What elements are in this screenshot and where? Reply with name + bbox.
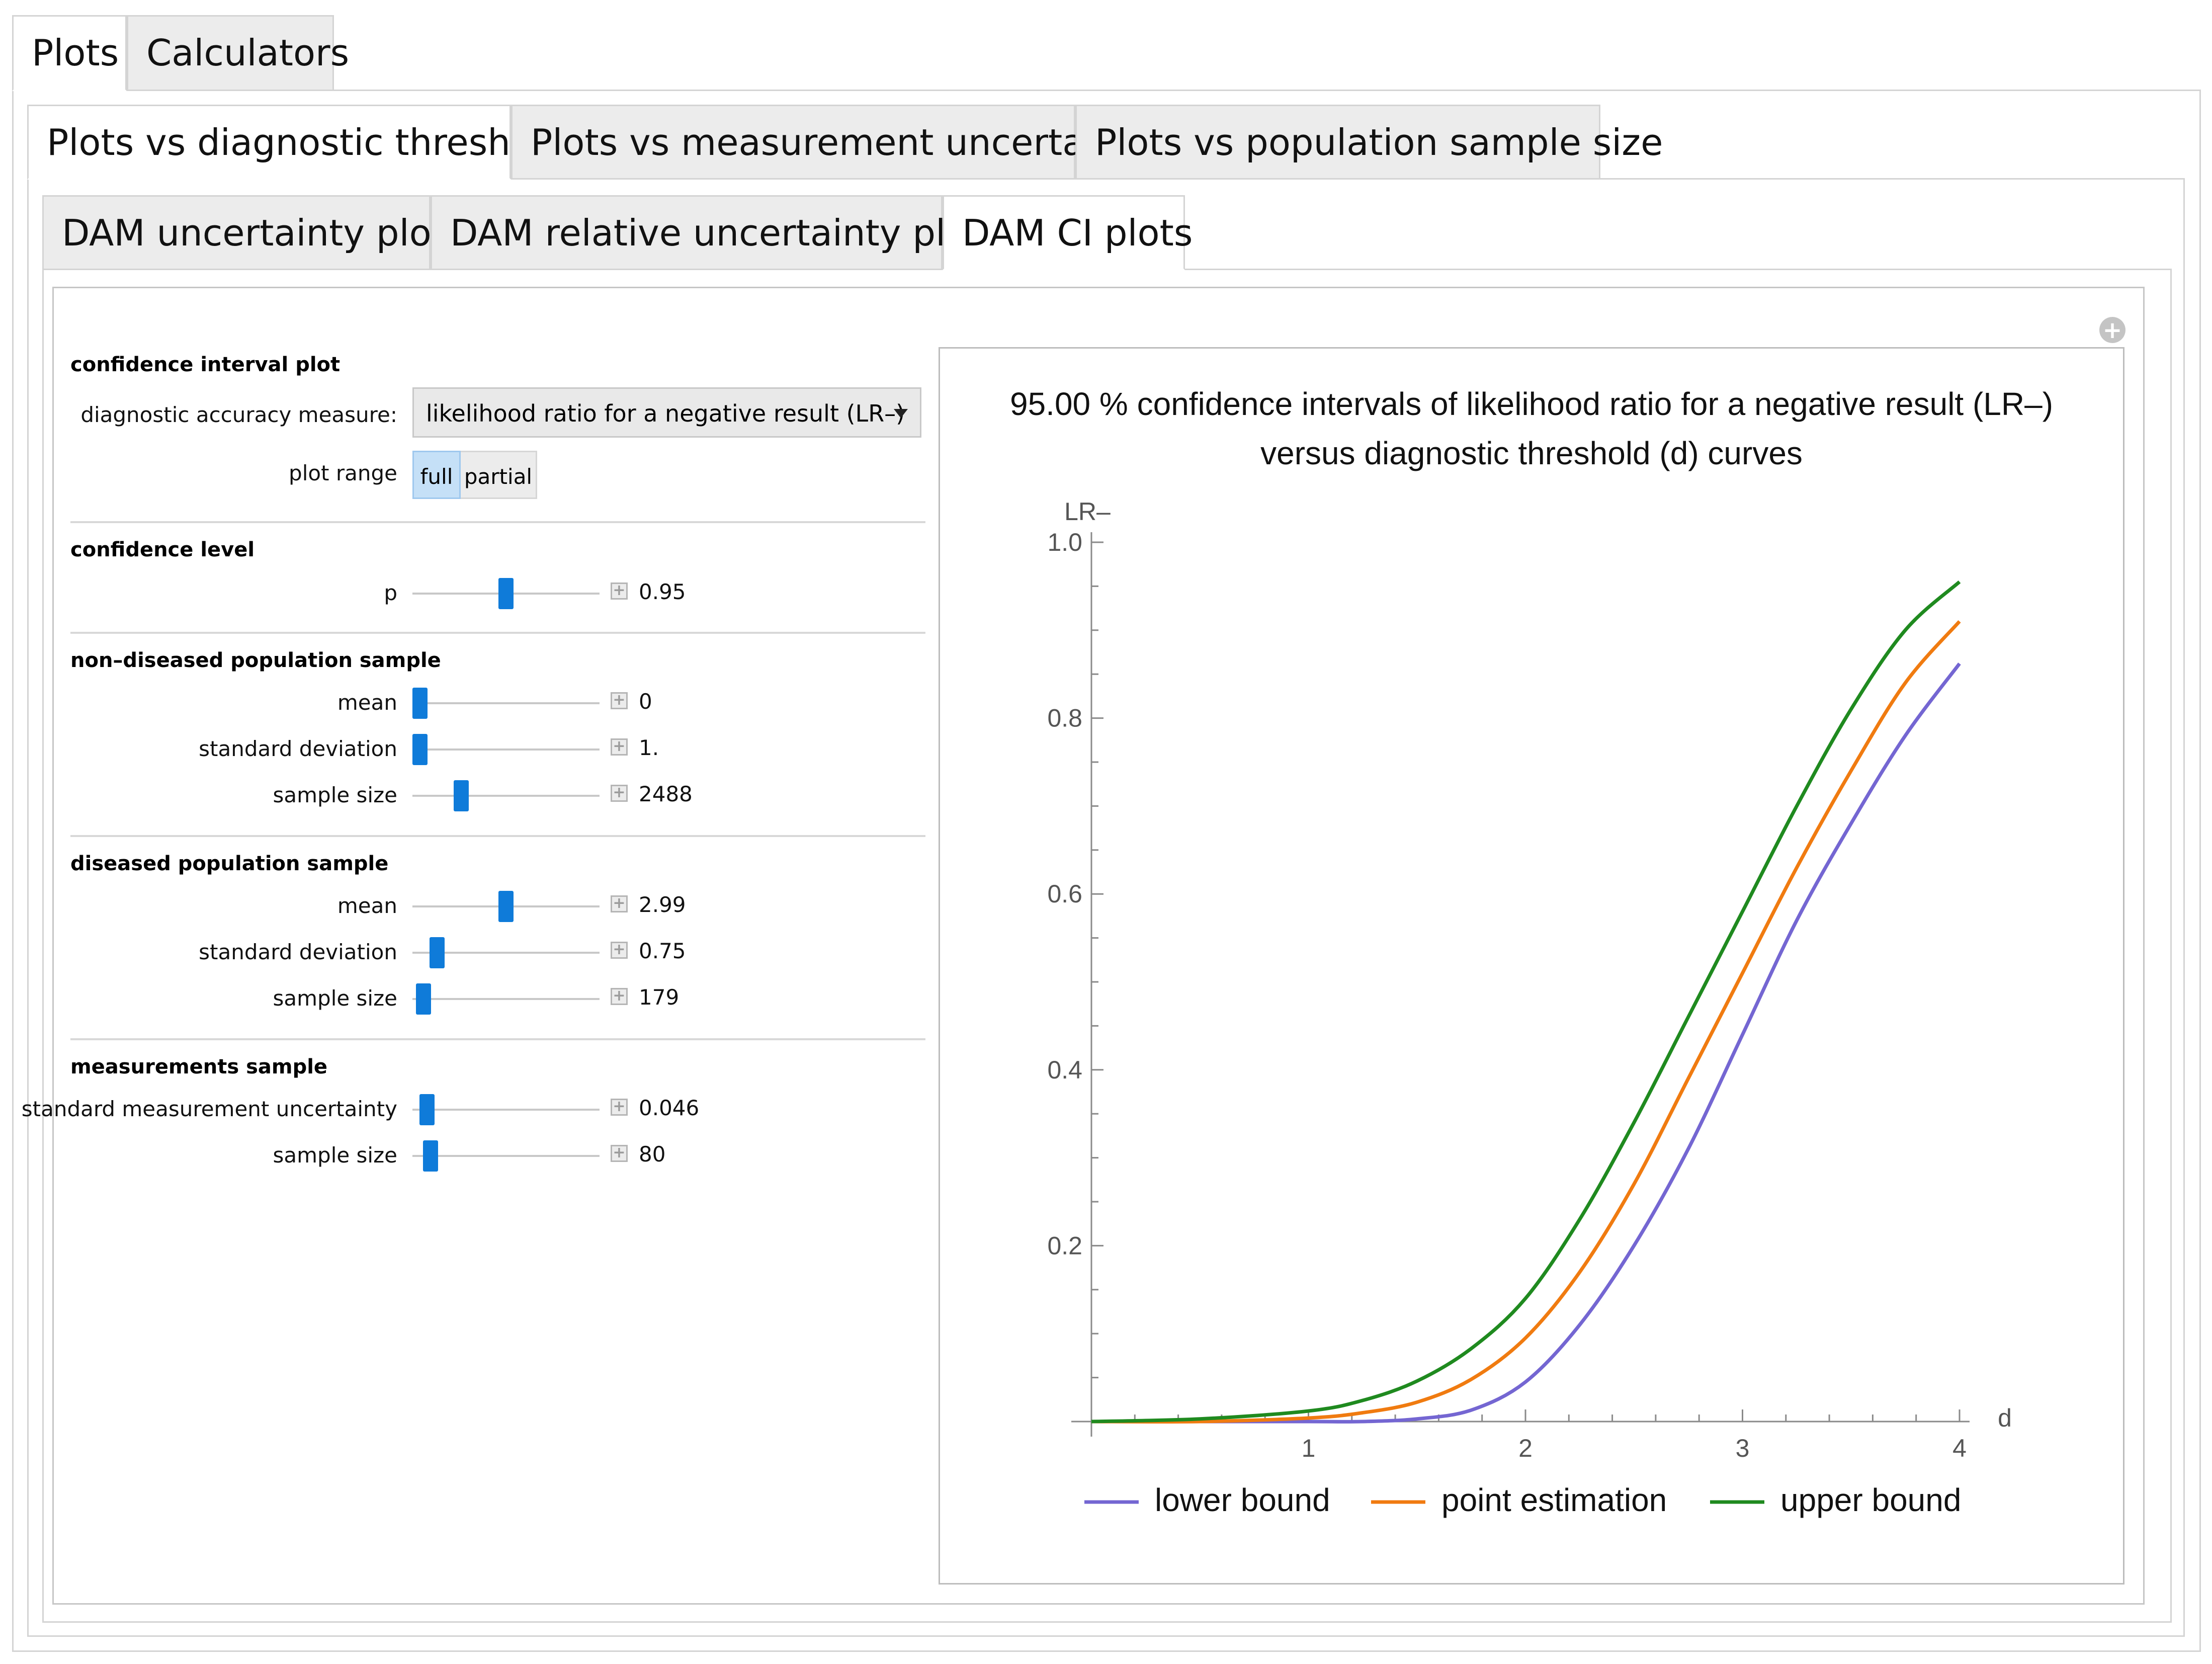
section-title-ci-plot: confidence interval plot [70, 353, 341, 376]
section-title-measurements: measurements sample [70, 1055, 328, 1078]
m-u-value: 0.046 [639, 1096, 700, 1120]
d-mean-slider-thumb[interactable] [498, 891, 514, 922]
tab-plots-vs-uncertainty[interactable]: Plots vs measurement uncertainty [511, 105, 1153, 178]
tab-dam-uncertainty[interactable]: DAM uncertainty plots [42, 195, 464, 269]
d-n-expand-icon[interactable]: + [611, 988, 628, 1005]
series-point-estimation [1091, 620, 1961, 1424]
tab-dam-ci[interactable]: DAM CI plots [943, 195, 1193, 270]
nd-mean-expand-icon[interactable]: + [611, 692, 628, 709]
y-tick-label: 0.2 [1047, 1231, 1082, 1260]
measure-label: diagnostic accuracy measure: [80, 402, 397, 427]
m-n-slider-thumb[interactable] [422, 1140, 438, 1172]
nd-mean-label: mean [337, 690, 397, 715]
nd-n-label: sample size [273, 783, 398, 807]
nd-n-value: 2488 [639, 782, 693, 806]
x-tick-label: 2 [1518, 1434, 1533, 1462]
m-u-slider-thumb[interactable] [419, 1094, 435, 1125]
measure-dropdown[interactable]: likelihood ratio for a negative result (… [412, 387, 921, 438]
p-expand-icon[interactable]: + [611, 583, 628, 600]
measure-dropdown-value: likelihood ratio for a negative result (… [426, 400, 905, 427]
divider [70, 1038, 925, 1040]
m-u-label: standard measurement uncertainty [21, 1097, 397, 1121]
d-sd-slider-thumb[interactable] [430, 937, 445, 968]
d-sd-expand-icon[interactable]: + [611, 942, 628, 959]
tab-plots[interactable]: Plots [12, 15, 127, 91]
y-tick-label: 0.4 [1047, 1056, 1082, 1084]
nd-sd-value: 1. [639, 735, 659, 760]
divider [70, 835, 925, 837]
nd-mean-slider-thumb[interactable] [412, 688, 428, 719]
d-n-slider-thumb[interactable] [415, 983, 431, 1015]
m-u-slider-track[interactable] [412, 1109, 600, 1111]
d-sd-value: 0.75 [639, 939, 686, 963]
range-partial-button[interactable]: partial [461, 451, 537, 499]
y-tick-label: 0.8 [1047, 704, 1082, 732]
d-mean-expand-icon[interactable]: + [611, 895, 628, 912]
m-n-expand-icon[interactable]: + [611, 1145, 628, 1162]
nd-mean-value: 0 [639, 689, 652, 714]
chart-title-line1: 95.00 % confidence intervals of likeliho… [1009, 386, 2054, 422]
p-label: p [384, 580, 397, 605]
y-tick-label: 0.6 [1047, 880, 1082, 908]
legend-label: lower bound [1155, 1482, 1330, 1518]
p-slider-thumb[interactable] [498, 578, 514, 609]
nd-n-slider-track[interactable] [412, 795, 600, 797]
range-full-button[interactable]: full [412, 451, 461, 499]
nd-sd-slider-thumb[interactable] [412, 734, 428, 765]
nd-sd-slider-track[interactable] [412, 748, 600, 751]
d-sd-slider-track[interactable] [412, 952, 600, 954]
section-title-nondiseased: non–diseased population sample [70, 649, 441, 672]
m-n-label: sample size [273, 1143, 398, 1168]
p-value: 0.95 [639, 579, 686, 604]
nd-sd-expand-icon[interactable]: + [611, 738, 628, 756]
x-tick-label: 4 [1952, 1434, 1967, 1462]
d-mean-value: 2.99 [639, 892, 686, 917]
m-n-slider-track[interactable] [412, 1155, 600, 1157]
chart-title-line2: versus diagnostic threshold (d) curves [1260, 435, 1803, 471]
tab-plots-vs-threshold[interactable]: Plots vs diagnostic threshold [27, 105, 566, 180]
x-tick-label: 1 [1302, 1434, 1316, 1462]
y-tick-label: 1.0 [1047, 528, 1082, 556]
section-title-diseased: diseased population sample [70, 852, 389, 875]
d-mean-label: mean [337, 893, 397, 918]
legend-label: point estimation [1441, 1482, 1667, 1518]
d-n-slider-track[interactable] [412, 998, 600, 1000]
tab-plots-vs-sample-size[interactable]: Plots vs population sample size [1075, 105, 1663, 178]
d-n-label: sample size [273, 986, 398, 1011]
add-circle-icon[interactable]: + [2099, 317, 2125, 343]
nd-n-expand-icon[interactable]: + [611, 785, 628, 802]
m-n-value: 80 [639, 1142, 666, 1167]
nd-mean-slider-track[interactable] [412, 702, 600, 704]
tab-calculators[interactable]: Calculators [127, 15, 349, 90]
x-tick-label: 3 [1736, 1434, 1750, 1462]
y-axis-label: LR– [1064, 497, 1111, 526]
x-axis-label: d [1998, 1404, 2012, 1432]
range-label: plot range [289, 461, 397, 485]
divider [70, 632, 925, 634]
series-upper-bound [1091, 580, 1961, 1424]
d-n-value: 179 [639, 985, 679, 1010]
tab-dam-relative-uncertainty[interactable]: DAM relative uncertainty plots [431, 195, 1001, 269]
section-title-confidence: confidence level [70, 538, 255, 561]
divider [70, 521, 925, 523]
d-sd-label: standard deviation [199, 940, 397, 964]
series-lower-bound [1091, 662, 1961, 1424]
chevron-down-icon [894, 409, 908, 418]
nd-n-slider-thumb[interactable] [454, 780, 469, 811]
nd-sd-label: standard deviation [199, 736, 397, 761]
legend-label: upper bound [1780, 1482, 1961, 1518]
m-u-expand-icon[interactable]: + [611, 1099, 628, 1116]
